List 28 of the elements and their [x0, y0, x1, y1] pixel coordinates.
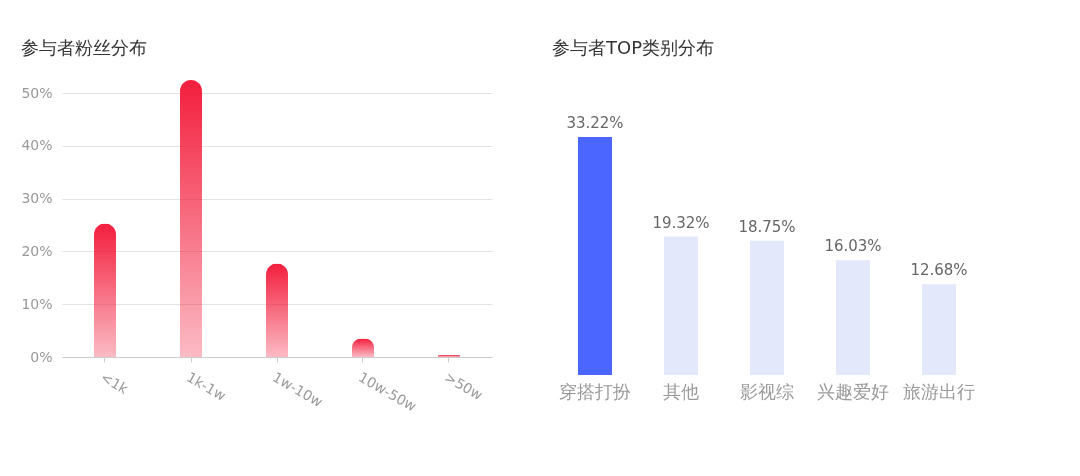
data-label: 33.22% — [566, 114, 624, 132]
y-tick-label: 0% — [30, 348, 53, 365]
bar — [94, 223, 116, 357]
x-tick-label: 兴趣爱好 — [817, 380, 889, 402]
chart-title: 参与者TOP类别分布 — [552, 37, 715, 58]
x-tick-label: <1k — [98, 368, 132, 398]
x-tick-label: 旅游出行 — [903, 380, 975, 402]
bar — [266, 263, 288, 357]
chart-title: 参与者粉丝分布 — [20, 37, 147, 58]
bar — [438, 354, 460, 357]
bar — [922, 284, 956, 375]
bar — [664, 236, 698, 375]
bar — [180, 80, 202, 357]
y-tick-label: 20% — [21, 242, 53, 259]
bar — [836, 260, 870, 375]
y-tick-label: 10% — [21, 295, 53, 312]
bar — [578, 137, 612, 375]
data-label: 19.32% — [652, 213, 710, 232]
y-tick-label: 30% — [21, 190, 53, 207]
data-label: 16.03% — [824, 237, 882, 256]
y-tick-label: 40% — [21, 137, 53, 154]
bar — [750, 240, 784, 375]
data-label: 12.68% — [910, 261, 968, 280]
data-label: 18.75% — [738, 217, 796, 236]
x-tick-label: 影视综 — [740, 380, 794, 402]
x-tick-label: 穿搭打扮 — [559, 380, 631, 402]
x-tick-label: 其他 — [663, 380, 699, 402]
y-tick-label: 50% — [21, 84, 53, 101]
